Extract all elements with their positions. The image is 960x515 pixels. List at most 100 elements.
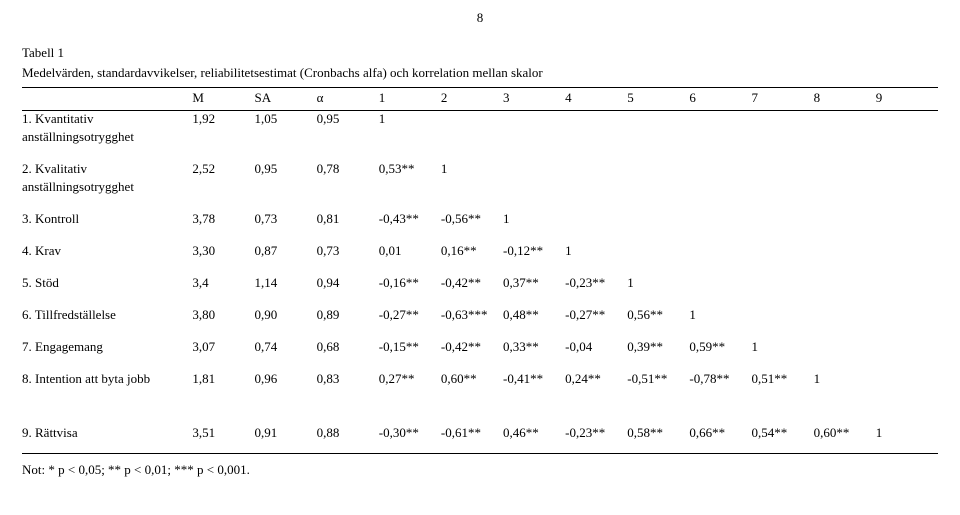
- cell: [627, 243, 689, 261]
- cell: 1: [627, 275, 689, 293]
- col-header: M: [192, 88, 254, 111]
- cell: [689, 211, 751, 229]
- cell: 3,51: [192, 425, 254, 454]
- table-row: 4. Krav3,300,870,730,010,16**-0,12**1: [22, 243, 938, 261]
- table-row: 7. Engagemang3,070,740,68-0,15**-0,42**0…: [22, 339, 938, 357]
- cell: 0,83: [317, 371, 379, 389]
- cell: -0,56**: [441, 211, 503, 229]
- row-label: anställningsotrygghet: [22, 179, 192, 197]
- row-label: 8. Intention att byta jobb: [22, 371, 192, 389]
- cell: 0,73: [254, 211, 316, 229]
- table-row: 6. Tillfredställelse3,800,900,89-0,27**-…: [22, 307, 938, 325]
- cell: 1,14: [254, 275, 316, 293]
- cell: [814, 243, 876, 261]
- col-header: 6: [689, 88, 751, 111]
- cell: 1,81: [192, 371, 254, 389]
- cell: 1: [689, 307, 751, 325]
- cell: [814, 111, 876, 130]
- cell: -0,61**: [441, 425, 503, 454]
- cell: -0,78**: [689, 371, 751, 389]
- cell: 0,95: [254, 161, 316, 179]
- cell: [441, 111, 503, 130]
- col-header: 7: [751, 88, 813, 111]
- cell: [814, 339, 876, 357]
- cell: [627, 111, 689, 130]
- cell: 0,73: [317, 243, 379, 261]
- cell: -0,23**: [565, 275, 627, 293]
- cell: [565, 211, 627, 229]
- row-label: 9. Rättvisa: [22, 425, 192, 454]
- table-note: Not: * p < 0,05; ** p < 0,01; *** p < 0,…: [22, 462, 938, 478]
- row-label: 7. Engagemang: [22, 339, 192, 357]
- cell: 1: [565, 243, 627, 261]
- cell: -0,41**: [503, 371, 565, 389]
- table-row: anställningsotrygghet: [22, 179, 938, 197]
- cell: [876, 307, 938, 325]
- cell: 0,24**: [565, 371, 627, 389]
- cell: 1: [441, 161, 503, 179]
- col-header: 3: [503, 88, 565, 111]
- cell: -0,23**: [565, 425, 627, 454]
- cell: [751, 243, 813, 261]
- cell: [814, 275, 876, 293]
- cell: 3,30: [192, 243, 254, 261]
- cell: 1: [751, 339, 813, 357]
- correlation-table: M SA α 1 2 3 4 5 6 7 8 9 1. Kvantitativ1…: [22, 87, 938, 454]
- cell: 0,37**: [503, 275, 565, 293]
- cell: 0,60**: [814, 425, 876, 454]
- cell: 3,07: [192, 339, 254, 357]
- cell: [876, 211, 938, 229]
- cell: [751, 211, 813, 229]
- col-header: SA: [254, 88, 316, 111]
- cell: -0,16**: [379, 275, 441, 293]
- cell: [751, 161, 813, 179]
- col-header: 2: [441, 88, 503, 111]
- col-header: 8: [814, 88, 876, 111]
- cell: [751, 275, 813, 293]
- cell: -0,43**: [379, 211, 441, 229]
- cell: -0,27**: [565, 307, 627, 325]
- cell: 0,01: [379, 243, 441, 261]
- cell: 0,91: [254, 425, 316, 454]
- cell: 0,66**: [689, 425, 751, 454]
- cell: [814, 161, 876, 179]
- cell: 1,05: [254, 111, 316, 130]
- cell: -0,63***: [441, 307, 503, 325]
- cell: 1: [814, 371, 876, 389]
- cell: 0,58**: [627, 425, 689, 454]
- page-number: 8: [22, 10, 938, 26]
- cell: [751, 111, 813, 130]
- cell: 0,56**: [627, 307, 689, 325]
- cell: 1: [503, 211, 565, 229]
- row-label: 2. Kvalitativ: [22, 161, 192, 179]
- col-header: α: [317, 88, 379, 111]
- cell: [751, 307, 813, 325]
- cell: [876, 161, 938, 179]
- cell: -0,15**: [379, 339, 441, 357]
- cell: [503, 111, 565, 130]
- cell: 0,59**: [689, 339, 751, 357]
- cell: 2,52: [192, 161, 254, 179]
- cell: 1,92: [192, 111, 254, 130]
- table-header-row: M SA α 1 2 3 4 5 6 7 8 9: [22, 88, 938, 111]
- cell: 3,80: [192, 307, 254, 325]
- table-row: 3. Kontroll3,780,730,81-0,43**-0,56**1: [22, 211, 938, 229]
- cell: 0,95: [317, 111, 379, 130]
- col-header: 1: [379, 88, 441, 111]
- cell: 0,54**: [751, 425, 813, 454]
- cell: 0,94: [317, 275, 379, 293]
- col-header: 5: [627, 88, 689, 111]
- cell: 0,33**: [503, 339, 565, 357]
- cell: 0,68: [317, 339, 379, 357]
- cell: 0,53**: [379, 161, 441, 179]
- cell: [565, 111, 627, 130]
- cell: [876, 111, 938, 130]
- row-label: 4. Krav: [22, 243, 192, 261]
- cell: 0,46**: [503, 425, 565, 454]
- cell: 3,4: [192, 275, 254, 293]
- cell: [627, 211, 689, 229]
- table-row: 9. Rättvisa3,510,910,88-0,30**-0,61**0,4…: [22, 425, 938, 454]
- cell: 0,81: [317, 211, 379, 229]
- cell: [689, 111, 751, 130]
- cell: 0,74: [254, 339, 316, 357]
